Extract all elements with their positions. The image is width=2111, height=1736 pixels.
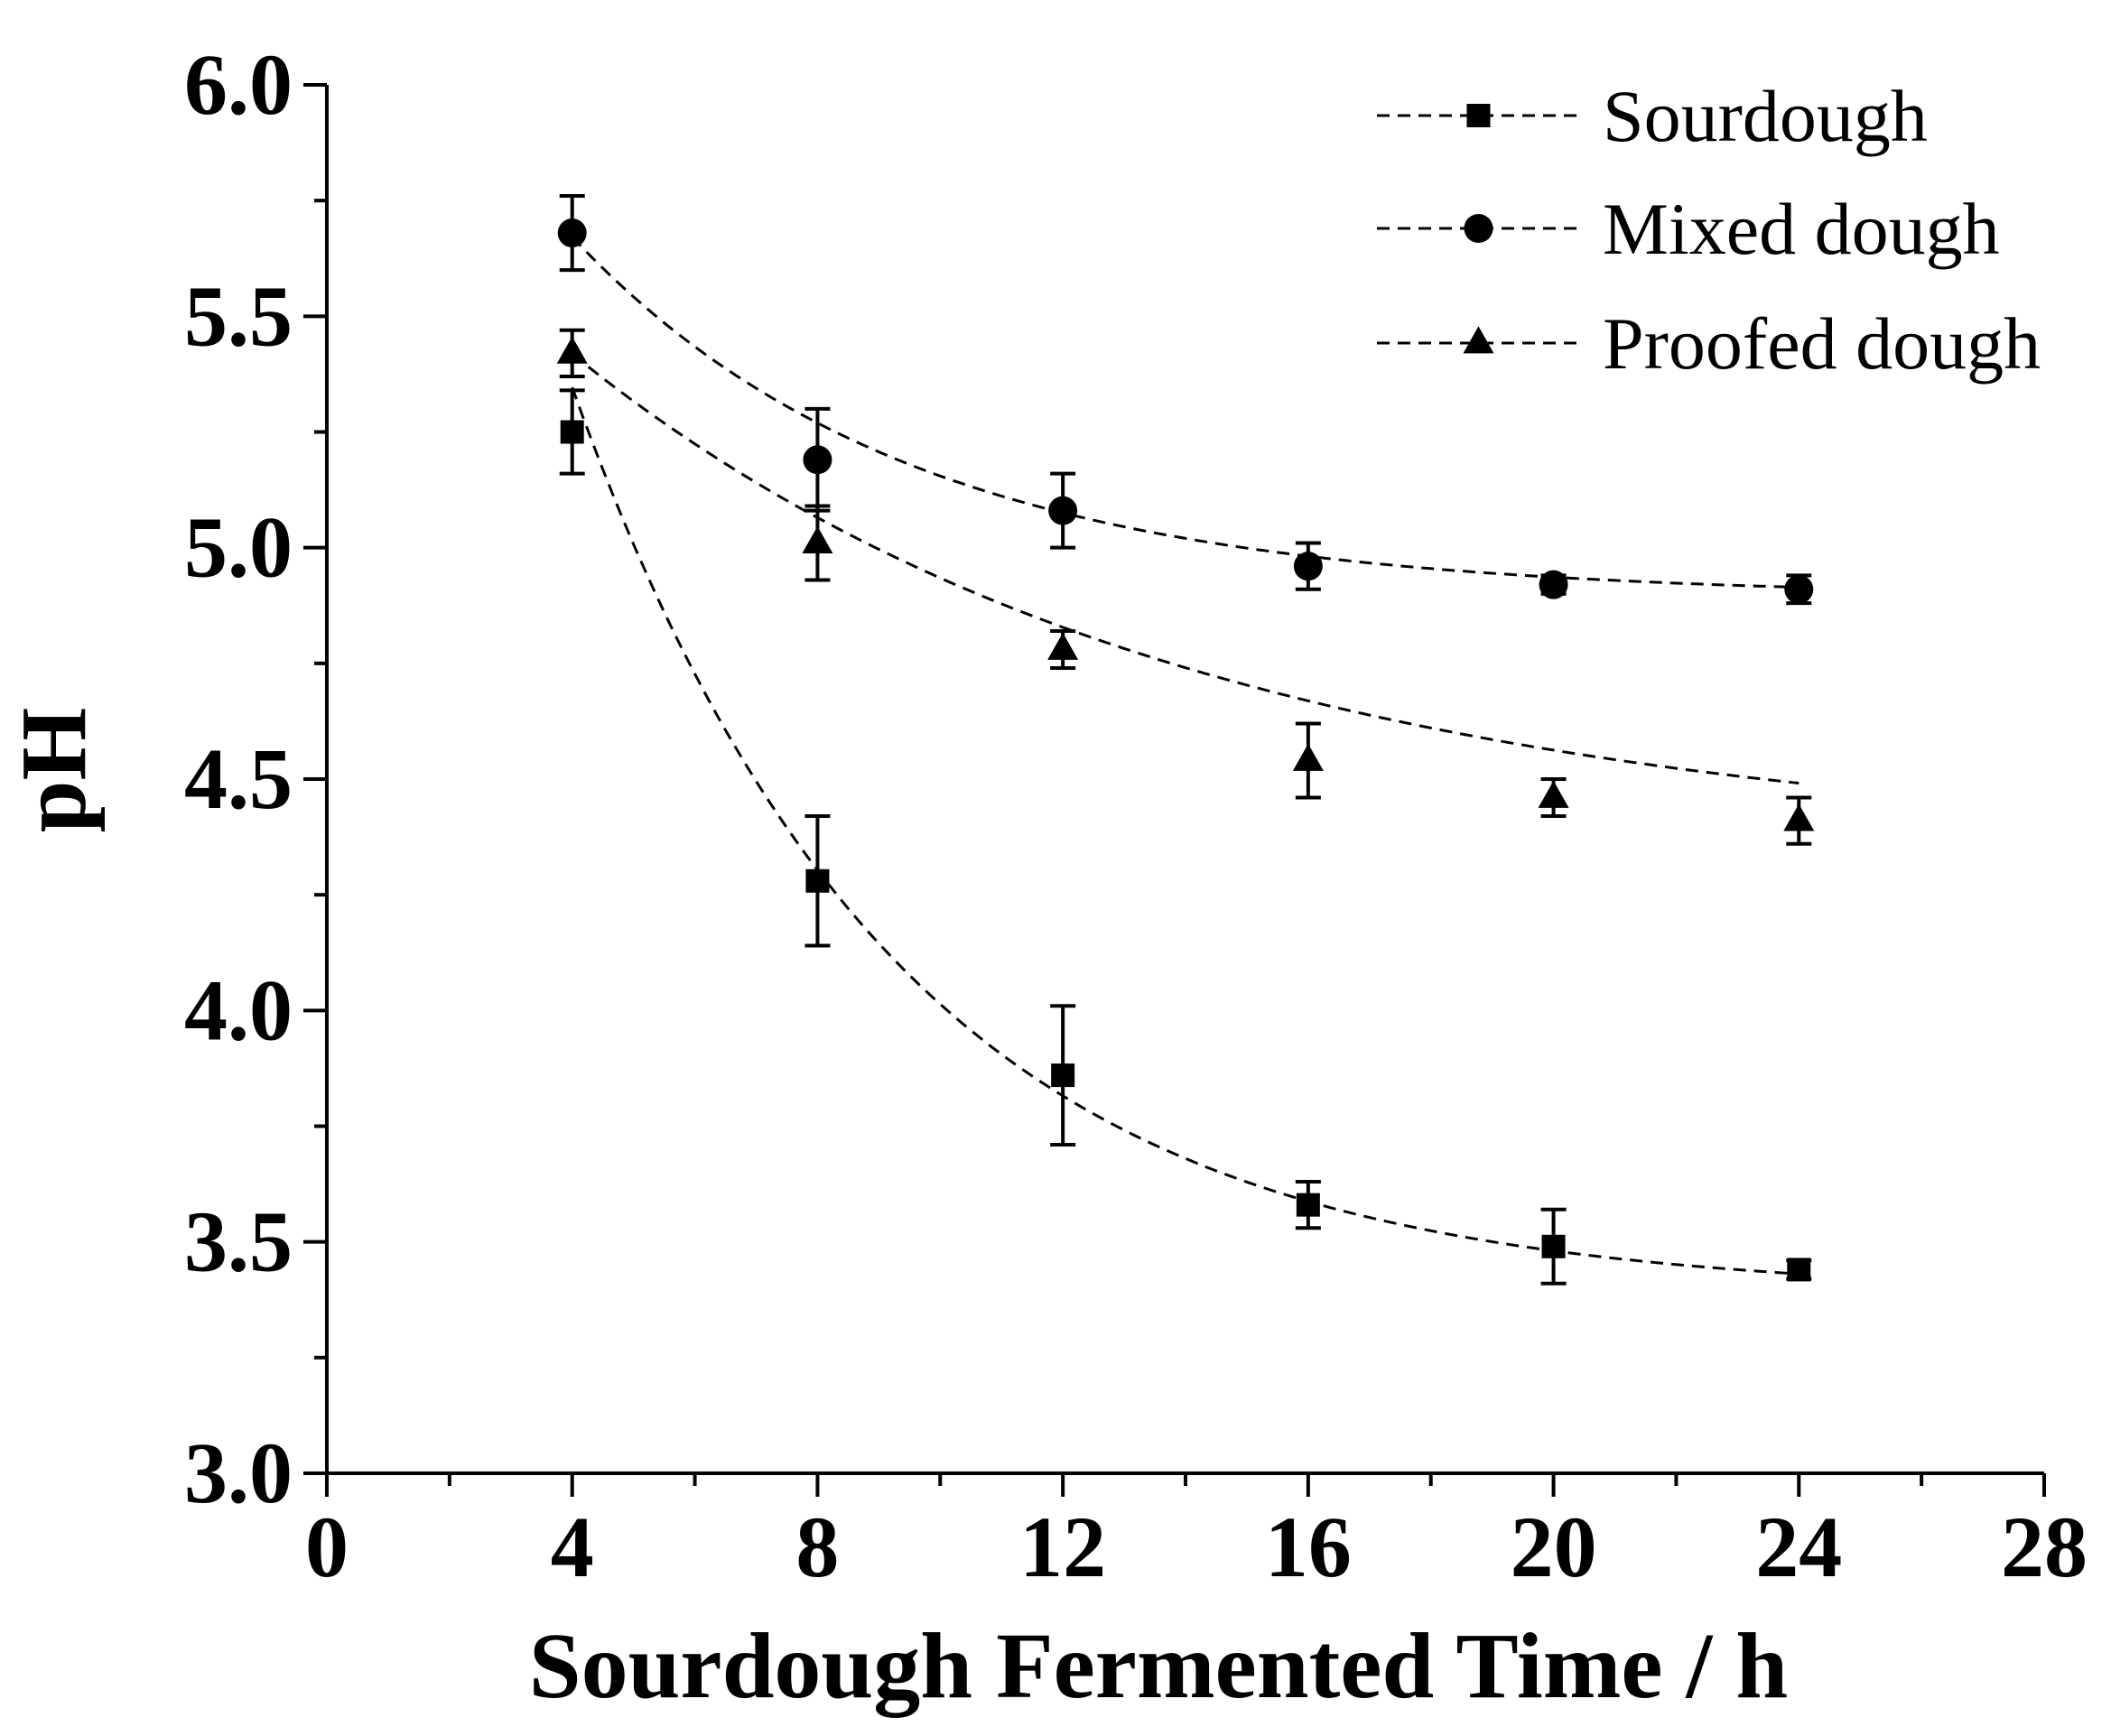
- fit-curves: [571, 236, 1799, 1276]
- sourdough-fit-curve: [571, 386, 1799, 1276]
- mixed-dough-point: [1048, 496, 1078, 525]
- x-tick-label: 0: [305, 1499, 349, 1595]
- axes: 3.0 3.5 4.0 4.5 5.0 5.5 6.0 0 4 8 12 16 20 24 28 Sourdo…: [2, 36, 2088, 1718]
- sourdough-point: [1787, 1258, 1811, 1282]
- x-tick-label: 4: [551, 1499, 594, 1595]
- sourdough-point: [1051, 1063, 1075, 1088]
- y-axis-title: pH: [2, 708, 106, 833]
- sourdough-point: [1541, 1234, 1566, 1258]
- mixed-dough-point: [803, 445, 832, 475]
- legend-label-mixed-dough: Mixed dough: [1603, 188, 2000, 270]
- mixed-dough-point: [557, 218, 587, 248]
- proofed-dough-point: [802, 525, 833, 553]
- y-tick-label: 5.0: [184, 499, 293, 596]
- mixed-dough-point: [1539, 570, 1568, 599]
- legend-marker-mixed-dough: [1464, 214, 1493, 243]
- x-tick-label: 12: [1019, 1499, 1106, 1595]
- legend-marker-sourdough: [1466, 104, 1491, 127]
- x-tick-label: 20: [1511, 1499, 1597, 1595]
- proofed-dough-point: [1538, 780, 1569, 808]
- legend: Sourdough Mixed dough Proofed dough: [1377, 75, 2041, 385]
- y-tick-label: 3.0: [184, 1425, 293, 1521]
- proofed-dough-point: [1292, 743, 1324, 771]
- mixed-dough-point: [1784, 574, 1814, 604]
- legend-marker-proofed-dough: [1463, 326, 1494, 354]
- y-tick-label: 3.5: [184, 1193, 293, 1290]
- x-axis-title: Sourdough Fermented Time / h: [529, 1614, 1789, 1718]
- sourdough-point: [560, 420, 584, 444]
- x-tick-label: 28: [2001, 1499, 2088, 1595]
- x-tick-label: 8: [795, 1499, 839, 1595]
- sourdough-point: [805, 868, 830, 893]
- legend-label-proofed-dough: Proofed dough: [1603, 302, 2041, 385]
- data-markers: [556, 218, 1815, 1282]
- sourdough-point: [1296, 1193, 1320, 1217]
- legend-label-sourdough: Sourdough: [1603, 75, 1928, 157]
- y-tick-label: 6.0: [184, 36, 293, 133]
- x-tick-label: 24: [1755, 1499, 1842, 1595]
- proofed-dough-point: [1047, 632, 1079, 660]
- y-tick-label: 4.5: [184, 730, 293, 827]
- proofed-dough-fit-curve: [571, 352, 1799, 784]
- y-tick-label: 4.0: [184, 961, 293, 1058]
- mixed-dough-fit-curve: [571, 236, 1799, 589]
- y-tick-label: 5.5: [184, 267, 293, 364]
- mixed-dough-point: [1293, 552, 1323, 581]
- proofed-dough-point: [556, 336, 588, 364]
- x-tick-label: 16: [1265, 1499, 1352, 1595]
- proofed-dough-point: [1783, 803, 1815, 831]
